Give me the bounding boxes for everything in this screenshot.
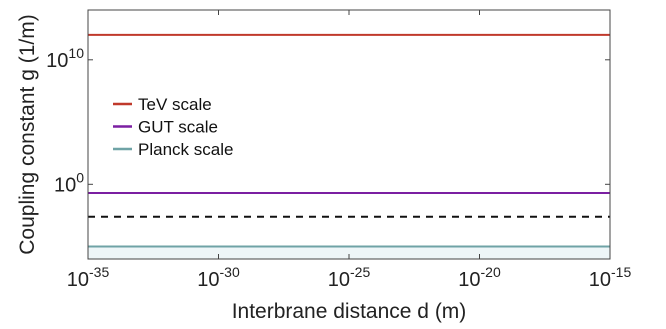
y-tick-base: 10 xyxy=(54,174,76,196)
legend-label: TeV scale xyxy=(138,95,212,114)
y-axis-label: Coupling constant g (1/m) xyxy=(16,14,39,254)
x-tick-label: 10-35 xyxy=(67,264,110,291)
x-tick-base: 10 xyxy=(328,269,350,291)
tick-layer xyxy=(87,10,611,259)
x-tick-base: 10 xyxy=(197,269,219,291)
y-tick-base: 10 xyxy=(46,50,68,72)
series-layer xyxy=(88,33,610,248)
x-tick-exponent: -15 xyxy=(611,264,631,280)
x-tick-label: 10-20 xyxy=(458,264,501,291)
x-tick-exponent: -25 xyxy=(350,264,370,280)
legend-label: Planck scale xyxy=(138,140,233,159)
x-tick-label: 10-30 xyxy=(197,264,240,291)
legend-label: GUT scale xyxy=(138,118,218,137)
x-tick-base: 10 xyxy=(67,269,89,291)
legend: TeV scale GUT scale Planck scale xyxy=(108,90,235,162)
x-tick-exponent: -30 xyxy=(220,264,240,280)
y-tick-exponent: 0 xyxy=(76,169,84,185)
x-tick-label: 10-25 xyxy=(328,264,371,291)
y-tick-label: 1010 xyxy=(46,45,84,72)
x-axis-label: Interbrane distance d (m) xyxy=(232,300,467,323)
x-tick-label: 10-15 xyxy=(589,264,632,291)
y-tick-label: 100 xyxy=(54,169,84,196)
x-tick-base: 10 xyxy=(589,269,611,291)
x-tick-exponent: -35 xyxy=(89,264,109,280)
x-tick-base: 10 xyxy=(458,269,480,291)
x-tick-exponent: -20 xyxy=(481,264,501,280)
y-tick-exponent: 10 xyxy=(68,45,84,61)
